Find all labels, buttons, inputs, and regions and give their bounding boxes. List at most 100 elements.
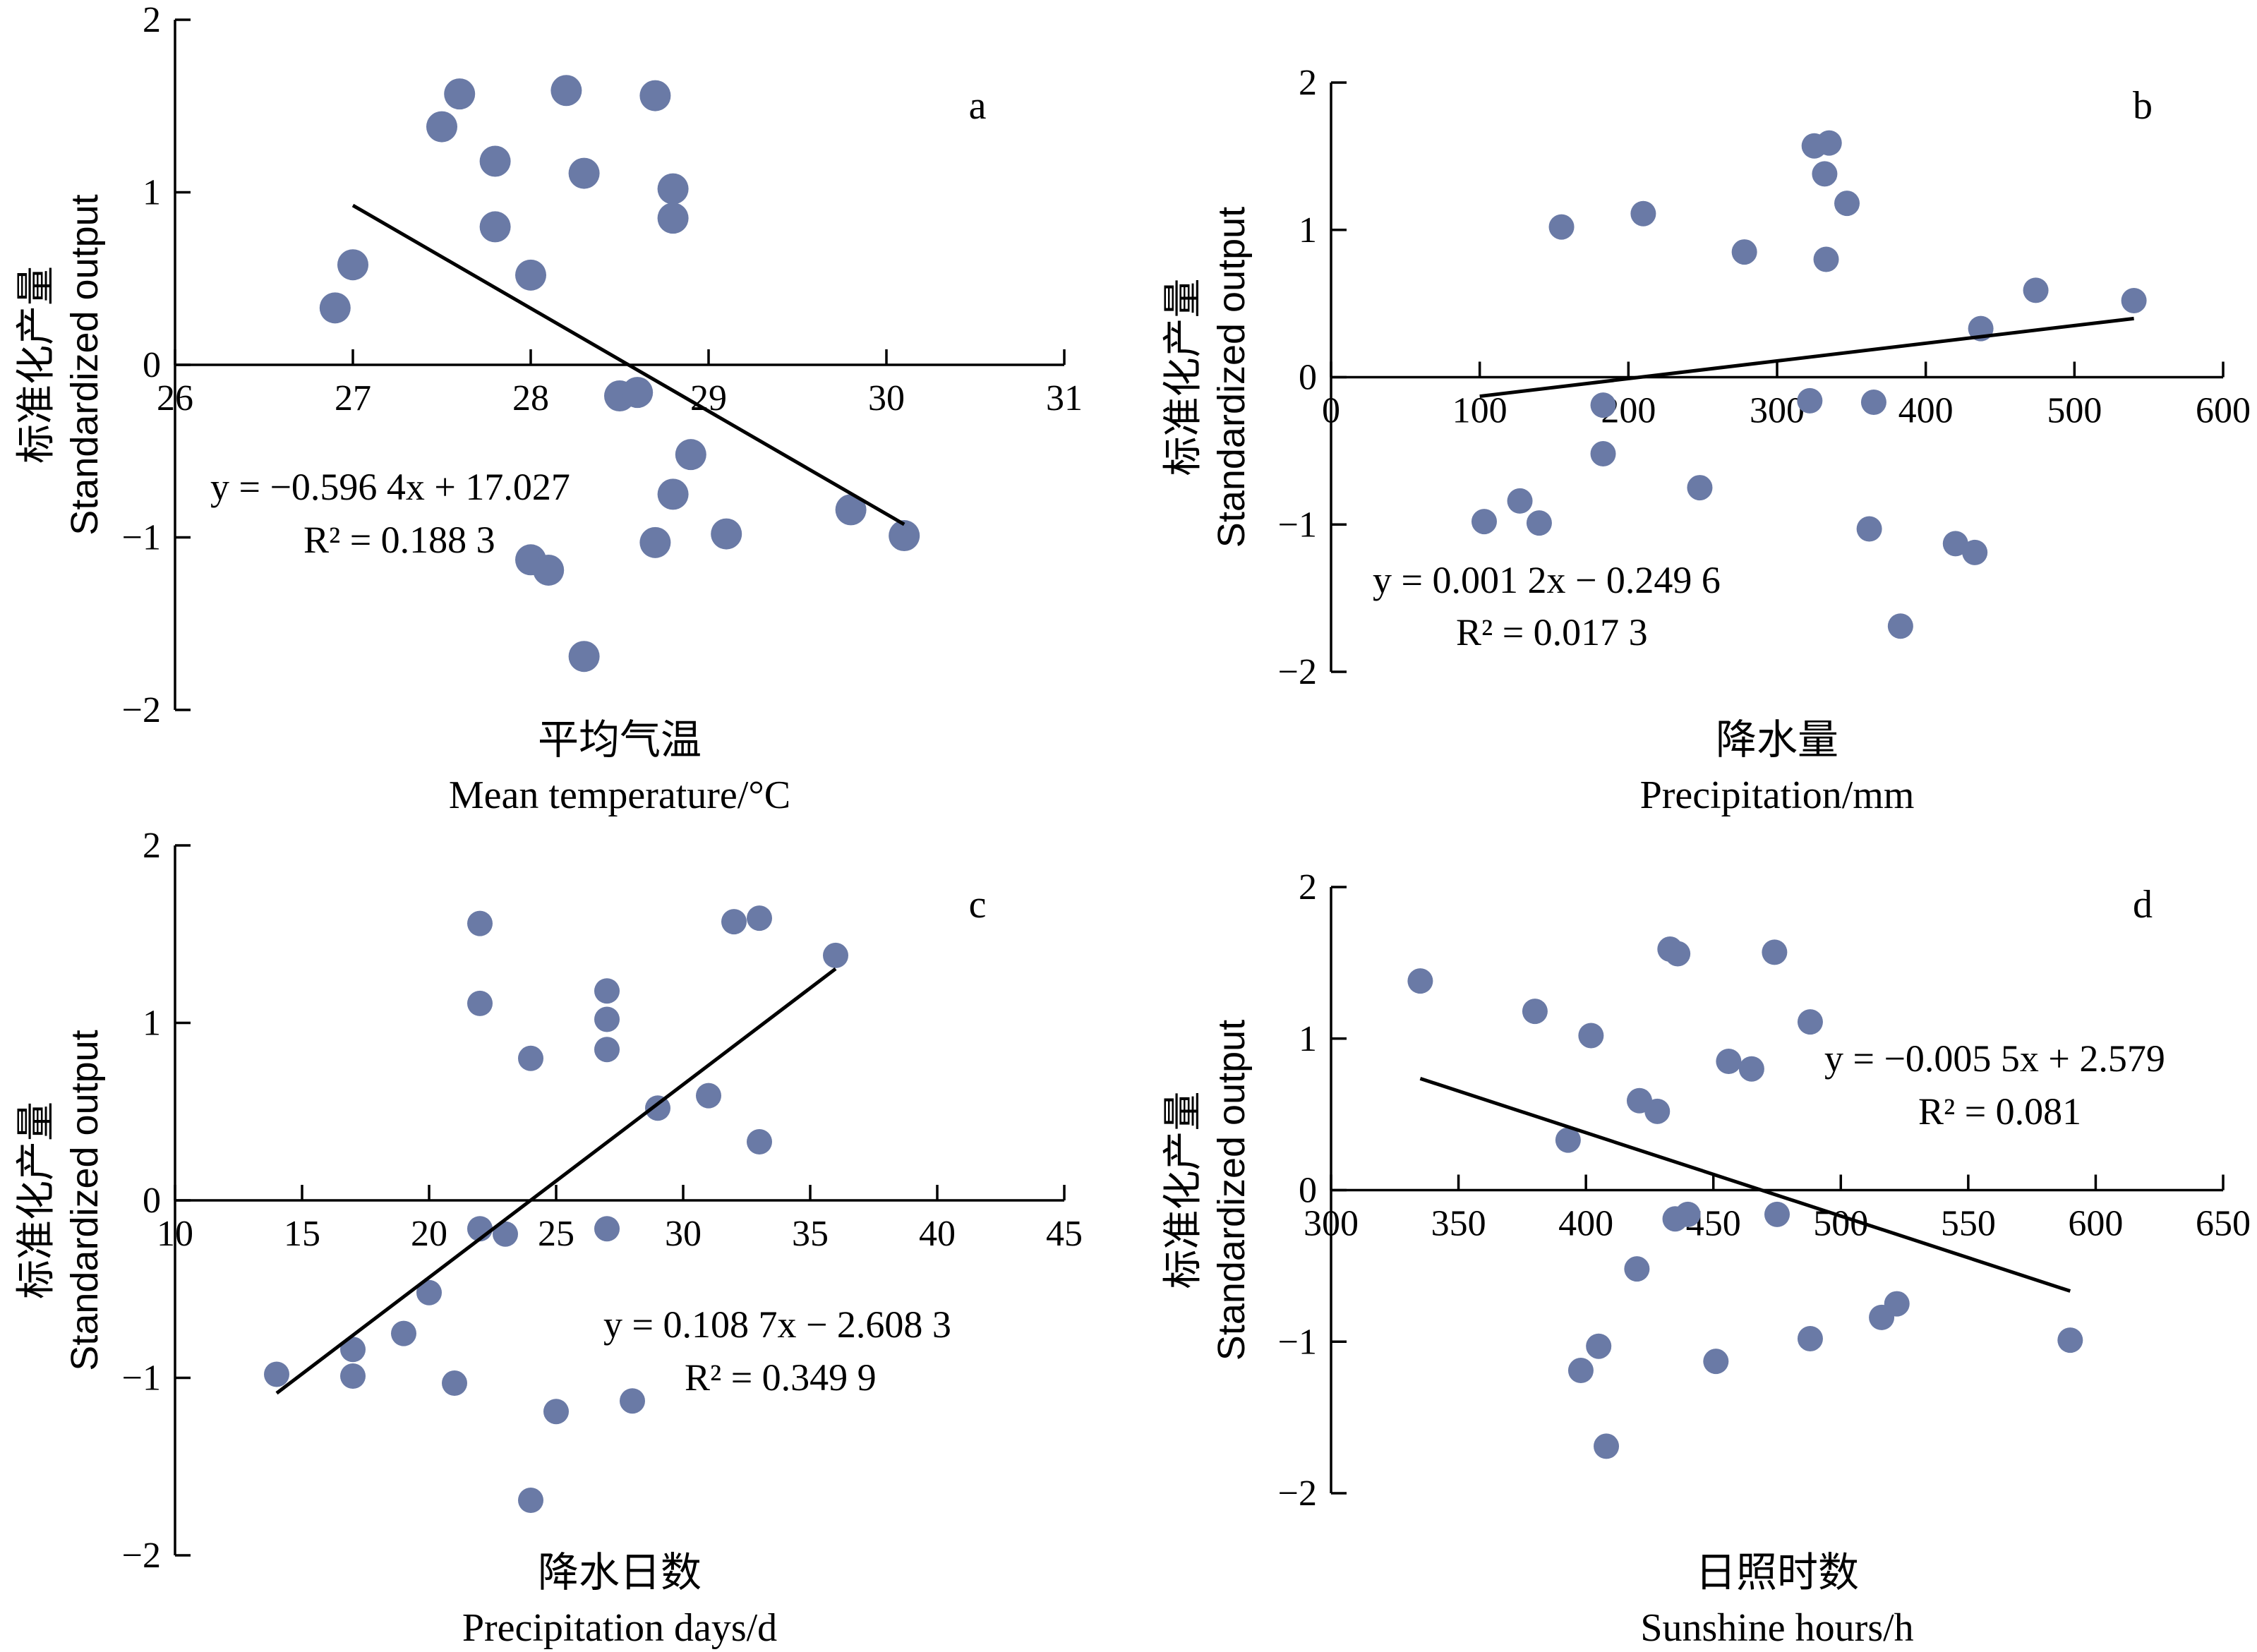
data-point <box>2057 1327 2083 1353</box>
x-tick-label: 40 <box>919 1214 956 1254</box>
data-point <box>1884 1291 1910 1317</box>
y-tick-label: 2 <box>143 826 161 866</box>
data-point <box>1675 1201 1701 1227</box>
data-point <box>1586 1333 1612 1359</box>
y-axis-label-en: Standardized output <box>1210 207 1253 548</box>
data-point <box>594 1216 620 1242</box>
data-point <box>1407 968 1433 994</box>
data-point <box>515 259 546 291</box>
data-point <box>620 1388 645 1414</box>
data-point <box>1590 441 1616 467</box>
data-point <box>594 1006 620 1032</box>
data-point <box>1665 941 1691 967</box>
data-point <box>696 1083 721 1109</box>
data-point <box>1590 392 1616 418</box>
data-point <box>639 526 671 558</box>
x-axis-label-cn: 平均气温 <box>538 716 702 764</box>
data-point <box>319 292 351 324</box>
data-point <box>1471 509 1497 535</box>
data-point <box>1624 1256 1650 1282</box>
data-point <box>1816 130 1842 156</box>
data-point <box>1644 1098 1671 1124</box>
y-axis-label-en: Standardized output <box>64 194 106 535</box>
x-tick-label: 20 <box>411 1214 447 1254</box>
y-tick-label: −1 <box>122 1358 161 1399</box>
y-tick-label: 0 <box>1299 1171 1317 1211</box>
panel-c: −2 −1 0 1 2 10 15 20 25 30 35 40 45 c y = 0.108 7x − 2… <box>13 826 1083 1650</box>
data-point <box>264 1361 289 1387</box>
x-tick-label: 30 <box>665 1214 702 1254</box>
x-tick-label: 600 <box>2068 1204 2123 1244</box>
x-axis-label-cn: 日照时数 <box>1695 1548 1859 1596</box>
data-point <box>1812 161 1838 187</box>
data-point <box>711 518 742 550</box>
data-point <box>1567 1358 1594 1384</box>
data-point <box>479 145 511 177</box>
data-point <box>568 641 600 673</box>
y-tick-label: 1 <box>1299 210 1317 251</box>
data-point <box>594 978 620 1004</box>
y-axis-label-cn: 标准化产量 <box>13 266 59 464</box>
data-point <box>622 377 654 409</box>
data-point <box>391 1320 416 1346</box>
x-tick-label: 300 <box>1750 391 1805 431</box>
x-axis-label-en: Precipitation days/d <box>462 1606 777 1650</box>
x-tick-label: 10 <box>157 1214 193 1254</box>
y-tick-label: −1 <box>1278 505 1317 545</box>
y-tick-label: 2 <box>143 0 161 40</box>
data-point <box>645 1095 670 1121</box>
data-point <box>1813 246 1839 272</box>
r-squared: R² = 0.349 9 <box>685 1356 877 1399</box>
data-point <box>442 1370 467 1397</box>
x-tick-label: 31 <box>1046 378 1083 418</box>
data-point <box>1507 488 1533 514</box>
x-axis-label-en: Sunshine hours/h <box>1640 1606 1913 1650</box>
data-point <box>1762 939 1788 965</box>
data-point <box>1856 516 1882 542</box>
x-tick-label: 25 <box>538 1214 574 1254</box>
data-point <box>1526 510 1552 536</box>
data-point <box>675 439 706 471</box>
regression-equation: y = −0.596 4x + 17.027 <box>210 466 570 508</box>
r-squared: R² = 0.081 <box>1918 1090 2081 1133</box>
data-point <box>444 78 476 110</box>
data-point <box>1738 1056 1764 1082</box>
data-point <box>657 203 689 234</box>
panel-letter: a <box>969 84 987 128</box>
y-tick-label: −2 <box>1278 1473 1317 1514</box>
trend-line <box>275 967 837 1395</box>
data-point <box>533 554 565 586</box>
x-tick-label: 27 <box>335 378 371 418</box>
y-axis-label: 标准化产量 Standardized output <box>1160 207 1253 548</box>
data-point <box>1942 531 1968 557</box>
y-tick-label: −2 <box>122 690 161 730</box>
y-tick-label: 0 <box>1299 358 1317 398</box>
data-point <box>1594 1433 1620 1459</box>
y-tick-label: 2 <box>1299 63 1317 103</box>
data-point <box>518 1488 543 1514</box>
x-axis-label-cn: 降水量 <box>1716 716 1838 764</box>
y-tick-label: −1 <box>1278 1322 1317 1362</box>
y-tick-label: −2 <box>122 1536 161 1576</box>
data-point <box>835 494 867 526</box>
x-tick-label: 35 <box>792 1214 829 1254</box>
data-point <box>1731 239 1757 265</box>
data-point <box>467 910 493 936</box>
r-squared: R² = 0.017 3 <box>1456 611 1648 653</box>
data-point <box>2121 287 2147 313</box>
y-tick-label: −2 <box>1278 652 1317 692</box>
x-tick-label: 550 <box>1941 1204 1996 1244</box>
x-axis-label-cn: 降水日数 <box>538 1548 702 1596</box>
x-tick-label: 28 <box>512 378 549 418</box>
regression-equation: y = 0.001 2x − 0.249 6 <box>1373 559 1721 601</box>
data-point <box>747 905 772 931</box>
data-point <box>340 1337 366 1363</box>
panel-letter: d <box>2133 883 2153 927</box>
y-axis-label-cn: 标准化产量 <box>1160 279 1206 476</box>
data-point <box>518 1045 543 1071</box>
data-point <box>1764 1201 1790 1227</box>
